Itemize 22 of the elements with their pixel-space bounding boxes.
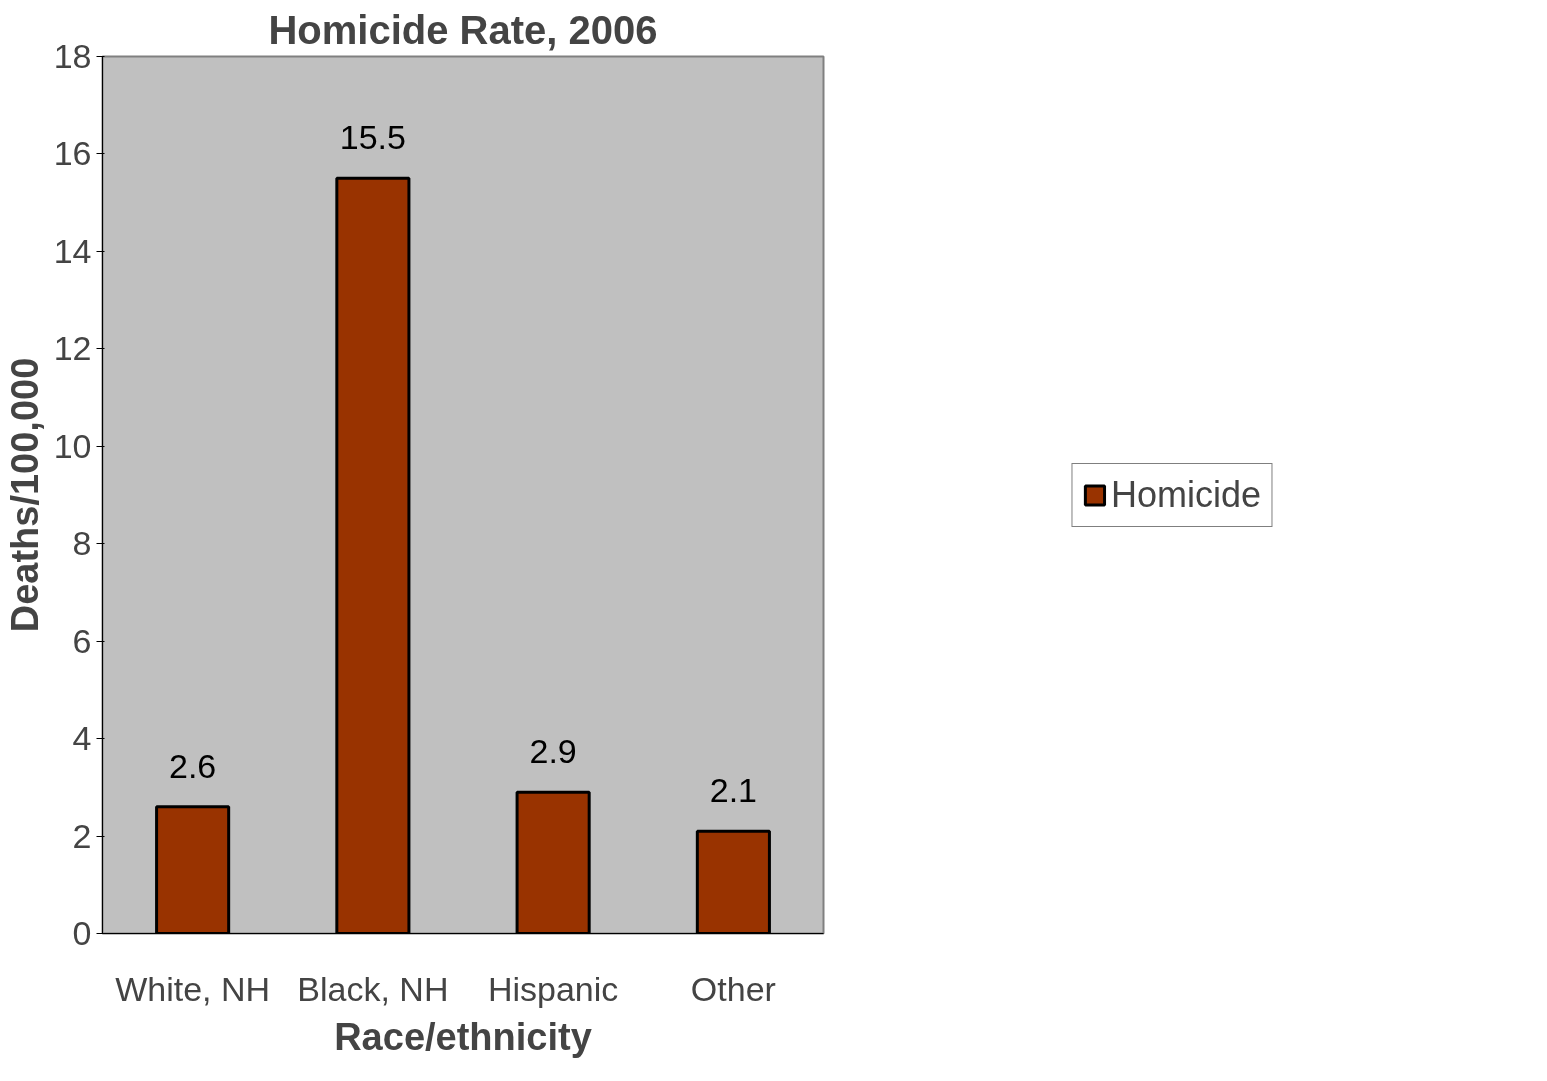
y-tick-label: 10 [53, 426, 92, 465]
x-tick-label: Hispanic [487, 969, 619, 1008]
legend-label: Homicide [1110, 473, 1262, 516]
x-tick-label: Other [690, 969, 776, 1008]
data-label: 2.6 [168, 746, 217, 785]
y-tick-label: 16 [53, 134, 92, 173]
data-label: 2.1 [709, 770, 758, 809]
y-tick-label: 4 [72, 719, 92, 758]
y-tick-label: 12 [53, 329, 92, 368]
data-label: 15.5 [339, 118, 406, 157]
y-tick-label: 8 [72, 524, 92, 563]
y-tick-label: 2 [72, 816, 92, 855]
data-label: 2.9 [529, 731, 577, 770]
y-tick-label: 14 [53, 231, 92, 270]
y-tick-label: 0 [72, 914, 92, 952]
x-tick-label: Black, NH [297, 969, 449, 1008]
y-tick-label: 18 [53, 37, 92, 75]
chart-title: Homicide Rate, 2006 [268, 7, 658, 52]
x-tick-label: White, NH [115, 969, 271, 1008]
y-axis-title: Deaths/100,000 [3, 357, 46, 633]
y-tick-label: 6 [72, 621, 92, 660]
x-axis-title: Race/ethnicity [334, 1015, 592, 1058]
